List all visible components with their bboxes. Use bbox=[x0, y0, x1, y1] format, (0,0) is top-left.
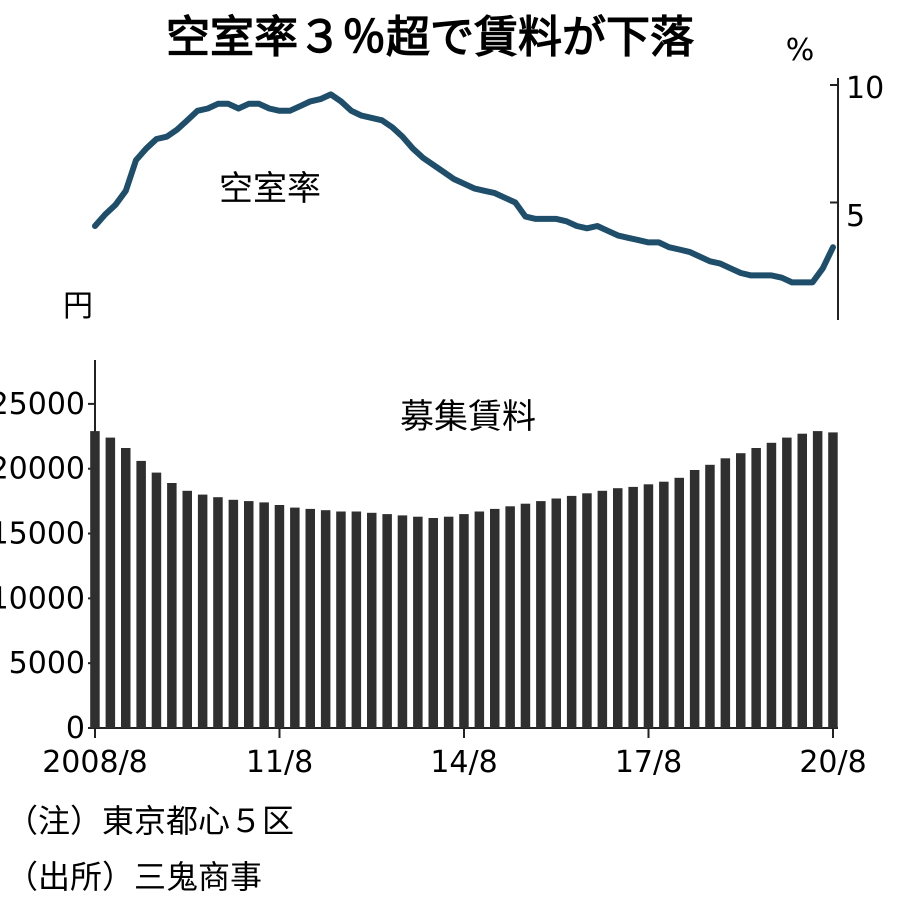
vacancy-tick-10: 10 bbox=[846, 71, 884, 106]
chart-title: 空室率３％超で賃料が下落 bbox=[166, 12, 695, 63]
rent-bar-11 bbox=[259, 502, 269, 728]
rent-bar-40 bbox=[705, 464, 715, 728]
rent-y-tick-label-0: 0 bbox=[66, 711, 85, 746]
rent-unit-label: 円 bbox=[63, 289, 93, 324]
rent-bar-10 bbox=[244, 501, 254, 728]
rent-y-tick-label-4: 20000 bbox=[0, 452, 85, 487]
rent-bar-4 bbox=[151, 472, 162, 728]
rent-bar-6 bbox=[182, 490, 192, 728]
rent-bar-23 bbox=[443, 516, 454, 728]
x-ticks: 2008/8 11/8 14/8 17/8 20/8 bbox=[42, 728, 867, 780]
rent-bar-42 bbox=[736, 453, 746, 728]
rent-bar-26 bbox=[490, 508, 500, 728]
rent-bar-9 bbox=[228, 499, 239, 728]
rent-panel: 円 0 5000 10000 15000 20000 25000 募集賃料 2008/8 1… bbox=[0, 289, 867, 780]
rent-bar-21 bbox=[413, 516, 423, 728]
x-tick-label-1: 11/8 bbox=[246, 745, 313, 780]
rent-bar-7 bbox=[197, 494, 208, 728]
rent-bar-13 bbox=[290, 507, 300, 728]
rent-bar-15 bbox=[320, 510, 331, 728]
rent-bar-33 bbox=[597, 490, 608, 728]
rent-bar-38 bbox=[674, 477, 684, 728]
rent-bar-46 bbox=[797, 433, 807, 728]
rent-bar-36 bbox=[643, 484, 654, 728]
rent-bar-28 bbox=[520, 503, 531, 728]
vacancy-series-label: 空室率 bbox=[219, 169, 321, 209]
rent-y-tick-label-1: 5000 bbox=[9, 646, 85, 681]
rent-bar-39 bbox=[689, 470, 700, 728]
rent-bar-27 bbox=[505, 506, 515, 728]
rent-bar-14 bbox=[305, 508, 315, 728]
vacancy-rate-line bbox=[92, 91, 836, 286]
rent-bar-47 bbox=[812, 431, 823, 728]
rent-bar-41 bbox=[720, 458, 731, 728]
vacancy-unit-label: % bbox=[786, 33, 815, 68]
note-target-area: （注）東京都心５区 bbox=[6, 802, 294, 840]
rent-bar-25 bbox=[474, 511, 485, 728]
vacancy-rate-panel: % 5 10 空室率 bbox=[92, 33, 884, 320]
rent-bar-32 bbox=[582, 493, 592, 728]
rent-bar-31 bbox=[566, 495, 577, 728]
rent-bar-34 bbox=[613, 488, 623, 728]
x-tick-label-4: 20/8 bbox=[799, 745, 866, 780]
x-tick-label-2: 14/8 bbox=[430, 745, 497, 780]
rent-bar-12 bbox=[274, 505, 285, 728]
rent-bar-17 bbox=[351, 511, 362, 728]
rent-y-tick-label-2: 10000 bbox=[0, 581, 85, 616]
rent-bar-45 bbox=[782, 437, 792, 728]
rent-bar-43 bbox=[751, 448, 761, 728]
rent-bar-8 bbox=[213, 497, 223, 728]
x-tick-label-0: 2008/8 bbox=[42, 745, 148, 780]
x-tick-label-3: 17/8 bbox=[615, 745, 682, 780]
rent-bars bbox=[90, 431, 838, 728]
rent-y-tick-label-3: 15000 bbox=[0, 517, 85, 552]
rent-bar-30 bbox=[551, 498, 561, 728]
rent-bar-1 bbox=[105, 437, 116, 728]
rent-y-tick-label-5: 25000 bbox=[0, 387, 85, 422]
rent-bar-22 bbox=[428, 518, 438, 728]
rent-bar-3 bbox=[136, 460, 146, 728]
rent-bar-20 bbox=[397, 515, 408, 728]
rent-bar-16 bbox=[336, 511, 346, 728]
rent-bar-37 bbox=[659, 481, 669, 728]
rent-bar-48 bbox=[828, 432, 838, 728]
rent-bar-29 bbox=[536, 501, 546, 728]
rent-bar-24 bbox=[459, 514, 469, 728]
rent-series-label: 募集賃料 bbox=[400, 397, 536, 437]
note-source: （出所）三鬼商事 bbox=[6, 858, 262, 896]
rent-bar-2 bbox=[121, 448, 131, 728]
rent-bar-35 bbox=[628, 486, 638, 728]
rent-bar-18 bbox=[367, 512, 377, 728]
rent-bar-19 bbox=[382, 514, 392, 728]
vacancy-tick-marks bbox=[830, 84, 838, 204]
rent-bar-44 bbox=[766, 442, 777, 728]
rent-bar-5 bbox=[167, 483, 177, 728]
vacancy-tick-5: 5 bbox=[846, 199, 865, 234]
rent-bar-0 bbox=[90, 431, 100, 728]
rent-y-ticks: 0 5000 10000 15000 20000 25000 bbox=[0, 387, 95, 746]
